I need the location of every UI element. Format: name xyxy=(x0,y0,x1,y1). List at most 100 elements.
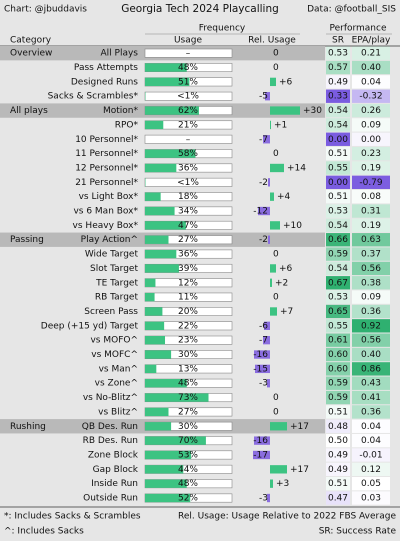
rel-usage-label: 0 xyxy=(273,407,279,417)
rel-usage-label: +17 xyxy=(290,422,309,432)
usage-bar xyxy=(145,479,187,488)
column-group: Frequency xyxy=(199,24,246,34)
usage-bar xyxy=(145,149,196,158)
epa-cell xyxy=(352,75,390,89)
sr-cell xyxy=(326,491,350,505)
usage-bar xyxy=(145,249,177,259)
sr-cell xyxy=(326,89,350,103)
sr-value: 0.59 xyxy=(328,250,348,260)
usage-bar xyxy=(145,422,172,431)
epa-cell xyxy=(352,190,390,204)
usage-label: 21% xyxy=(178,120,198,130)
epa-value: 0.36 xyxy=(361,307,381,317)
sr-cell xyxy=(326,477,350,491)
sr-value: 0.51 xyxy=(328,149,348,159)
row-label: 11 Personnel* xyxy=(75,149,138,159)
rel-usage-label: -17 xyxy=(253,450,268,460)
usage-label: 52% xyxy=(178,494,198,504)
rel-usage-label: -16 xyxy=(253,436,268,446)
rel-usage-label: -6 xyxy=(259,321,268,331)
epa-cell xyxy=(352,60,390,75)
rel-usage-label: 0 xyxy=(273,63,279,73)
sr-cell xyxy=(326,75,350,89)
epa-cell xyxy=(352,333,390,347)
sr-value: 0.47 xyxy=(328,494,348,504)
rel-usage-label: +7 xyxy=(280,307,293,317)
group-label: Overview xyxy=(10,49,52,59)
usage-label: 73% xyxy=(178,393,198,403)
sr-value: 0.49 xyxy=(328,77,348,87)
row-label: Deep (+15 yd) Target xyxy=(41,321,139,331)
sr-value: 0.49 xyxy=(328,465,348,475)
footnote: SR: Success Rate xyxy=(319,527,397,537)
rel-usage-label: +10 xyxy=(283,221,302,231)
rel-usage-bar xyxy=(270,278,272,287)
epa-value: 0.23 xyxy=(361,149,381,159)
sr-value: 0.67 xyxy=(328,278,348,288)
row-label: 12 Personnel* xyxy=(75,163,138,173)
rel-usage-label: -7 xyxy=(259,135,268,145)
sr-value: 0.00 xyxy=(328,178,348,188)
title: Georgia Tech 2024 Playcalling xyxy=(121,3,279,15)
epa-value: 0.03 xyxy=(361,494,381,504)
usage-label: 48% xyxy=(178,63,198,73)
rel-usage-label: 0 xyxy=(273,149,279,159)
sr-value: 0.66 xyxy=(328,235,348,245)
epa-value: 0.08 xyxy=(361,192,381,202)
sr-cell xyxy=(326,376,350,390)
epa-cell xyxy=(352,146,390,161)
epa-value: 0.21 xyxy=(361,49,381,59)
epa-value: 0.41 xyxy=(361,393,381,403)
usage-label: 22% xyxy=(178,321,198,331)
sr-cell xyxy=(326,362,350,376)
rel-usage-bar xyxy=(263,135,270,144)
sr-cell xyxy=(326,60,350,75)
usage-track xyxy=(144,48,233,58)
usage-label: 62% xyxy=(178,106,198,116)
epa-cell xyxy=(352,204,390,218)
epa-value: 0.04 xyxy=(361,436,381,446)
row-label: vs 6 Man Box* xyxy=(73,207,138,217)
credit: Chart: @jbuddavis xyxy=(4,5,87,15)
sr-value: 0.48 xyxy=(328,422,348,432)
rel-usage-bar xyxy=(270,163,284,173)
rel-usage-label: 0 xyxy=(273,293,279,303)
epa-cell xyxy=(352,405,390,419)
sr-cell xyxy=(326,146,350,161)
epa-value: 0.38 xyxy=(361,278,381,288)
usage-label: 11% xyxy=(178,293,198,303)
epa-value: 0.56 xyxy=(361,264,381,274)
row-label: vs Heavy Box* xyxy=(73,221,139,231)
sr-value: 0.61 xyxy=(328,336,348,346)
epa-cell xyxy=(352,462,390,476)
usage-bar xyxy=(145,264,179,273)
rel-usage-bar xyxy=(258,206,270,216)
epa-cell xyxy=(352,276,390,290)
epa-value: 0.12 xyxy=(361,465,381,475)
epa-cell xyxy=(352,419,390,433)
epa-cell xyxy=(352,233,390,247)
rel-usage-label: -12 xyxy=(253,207,268,217)
sr-cell xyxy=(326,118,350,132)
row-label: Zone Block xyxy=(88,450,139,460)
sr-value: 0.49 xyxy=(328,450,348,460)
row-label: Outside Run xyxy=(83,494,138,504)
usage-bar xyxy=(145,221,186,230)
usage-bar xyxy=(145,493,191,503)
rel-usage-bar xyxy=(270,422,287,431)
usage-bar xyxy=(145,77,190,87)
sr-cell xyxy=(326,448,350,462)
column-header: Category xyxy=(10,36,52,46)
usage-label: 51% xyxy=(178,77,198,87)
rel-usage-label: +1 xyxy=(274,120,287,130)
rel-usage-label: 0 xyxy=(273,49,279,59)
row-label: Designed Runs xyxy=(71,77,138,87)
epa-cell xyxy=(352,103,390,118)
rel-usage-label: -16 xyxy=(253,350,268,360)
usage-bar xyxy=(145,350,172,359)
rel-usage-label: -2 xyxy=(259,235,268,245)
rel-usage-label: 0 xyxy=(273,393,279,403)
rel-usage-bar xyxy=(267,493,270,503)
sr-cell xyxy=(326,276,350,290)
sr-cell xyxy=(326,261,350,276)
